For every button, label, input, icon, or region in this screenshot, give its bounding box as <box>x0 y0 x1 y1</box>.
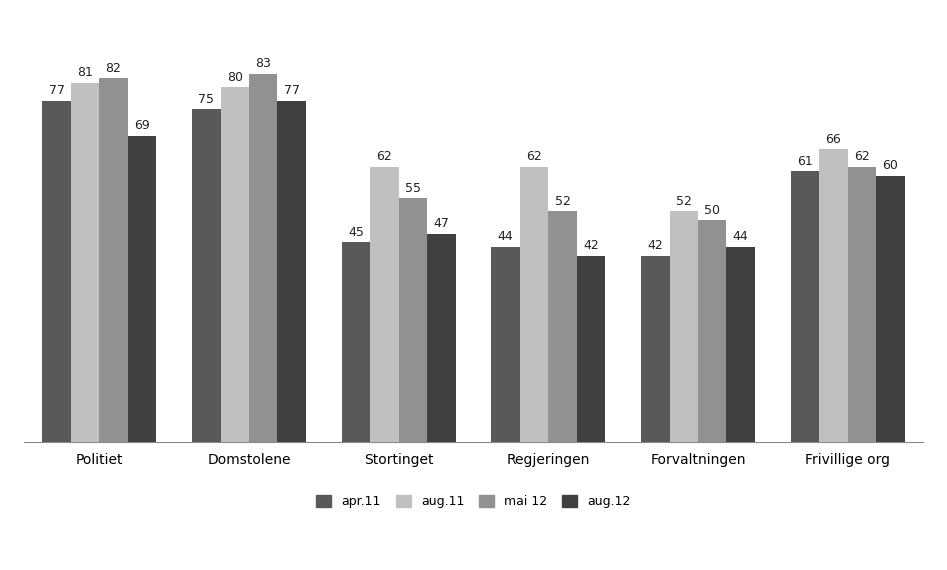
Text: 62: 62 <box>854 150 869 164</box>
Bar <box>670 211 698 442</box>
Bar <box>876 176 904 442</box>
Bar <box>99 78 128 442</box>
Text: 52: 52 <box>676 195 691 208</box>
Bar <box>277 100 306 442</box>
Bar <box>791 172 819 442</box>
Text: 77: 77 <box>284 84 299 97</box>
Text: 47: 47 <box>434 217 449 230</box>
Text: 52: 52 <box>555 195 570 208</box>
Text: 82: 82 <box>105 62 121 75</box>
Bar <box>399 198 427 442</box>
Text: 62: 62 <box>377 150 392 164</box>
Bar <box>71 83 99 442</box>
Bar <box>819 149 848 442</box>
Legend: apr.11, aug.11, mai 12, aug.12: apr.11, aug.11, mai 12, aug.12 <box>312 490 635 514</box>
Bar <box>491 247 520 442</box>
Bar <box>698 220 726 442</box>
Bar <box>221 87 249 442</box>
Bar <box>548 211 577 442</box>
Text: 77: 77 <box>48 84 64 97</box>
Bar <box>726 247 755 442</box>
Text: 44: 44 <box>733 230 748 243</box>
Bar <box>342 242 370 442</box>
Text: 69: 69 <box>134 120 150 132</box>
Text: 42: 42 <box>583 239 599 252</box>
Text: 81: 81 <box>77 66 93 79</box>
Bar <box>370 167 399 442</box>
Bar <box>427 234 456 442</box>
Text: 83: 83 <box>256 58 271 70</box>
Bar <box>641 256 670 442</box>
Bar <box>848 167 876 442</box>
Text: 61: 61 <box>797 155 813 168</box>
Text: 50: 50 <box>705 203 721 217</box>
Text: 80: 80 <box>226 71 242 84</box>
Bar <box>577 256 605 442</box>
Bar <box>192 109 221 442</box>
Bar <box>249 74 277 442</box>
Bar <box>520 167 548 442</box>
Bar <box>43 100 71 442</box>
Text: 75: 75 <box>198 93 214 106</box>
Text: 42: 42 <box>648 239 663 252</box>
Bar <box>128 136 156 442</box>
Text: 44: 44 <box>498 230 513 243</box>
Text: 66: 66 <box>826 133 841 146</box>
Text: 62: 62 <box>527 150 542 164</box>
Text: 55: 55 <box>405 181 420 194</box>
Text: 60: 60 <box>883 160 899 172</box>
Text: 45: 45 <box>348 226 364 239</box>
